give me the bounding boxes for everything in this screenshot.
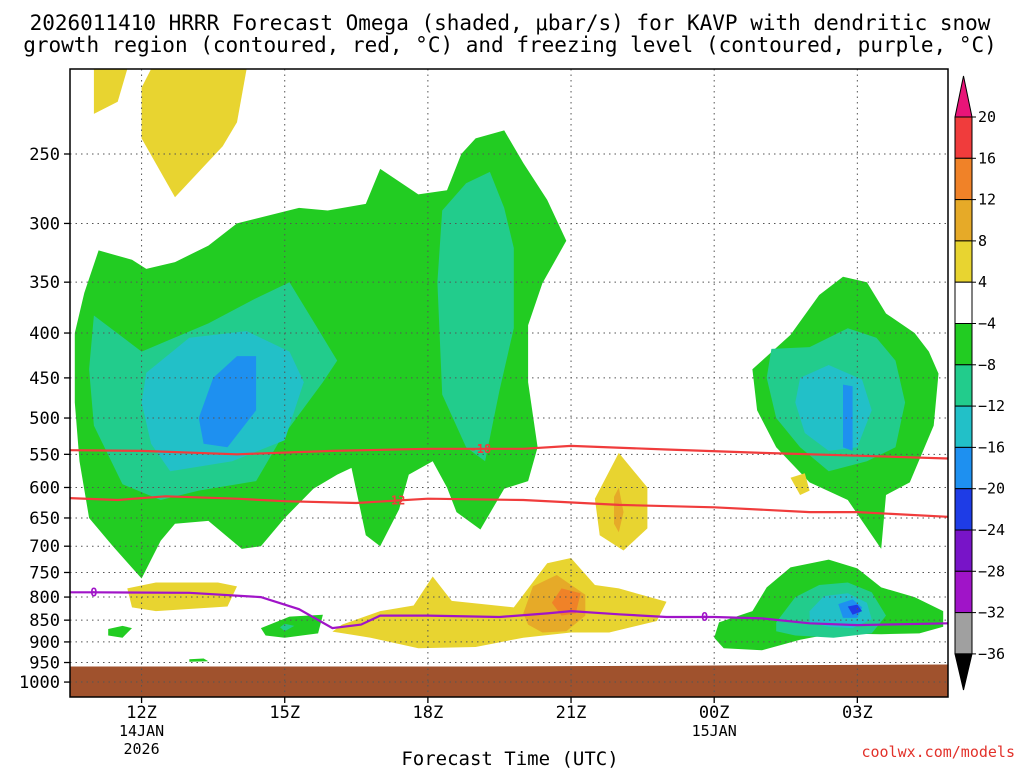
chart-title-line-2: growth region (contoured, red, °C) and f…: [23, 33, 997, 57]
colorbar-label-2: 12: [978, 191, 996, 209]
y-tick-label-400: 400: [29, 324, 60, 344]
omega-region-m20-16: [847, 604, 863, 615]
colorbar-label-11: −28: [978, 562, 1005, 580]
x-tick-label-15Z: 15Z: [269, 703, 300, 723]
colorbar-label-7: −12: [978, 397, 1005, 415]
omega-region-p12-19: [551, 588, 581, 616]
omega-region-m16-10: [843, 384, 853, 451]
y-tick-label-300: 300: [29, 214, 60, 234]
colorbar-swatch-6: [954, 364, 973, 407]
omega-region-p4-11: [790, 473, 810, 495]
colorbar-label-0: 20: [978, 108, 996, 126]
x-tick-label-12Z: 12Z: [126, 703, 157, 723]
y-tick-label-350: 350: [29, 273, 60, 293]
omega-region-m4-26: [189, 658, 209, 662]
omega-region-m16-5: [198, 356, 257, 448]
omega-region-m4-25: [108, 625, 132, 638]
contour-line-0: [70, 591, 948, 630]
plot-frame: [69, 68, 949, 698]
y-tick-label-750: 750: [29, 563, 60, 583]
colorbar-swatch-3: [954, 240, 973, 283]
chart-title-line-1: 2026011410 HRRR Forecast Omega (shaded, …: [30, 11, 991, 35]
colorbar-label-5: −4: [978, 315, 996, 333]
colorbar-swatch-7: [954, 405, 973, 448]
colorbar-label-3: 8: [978, 232, 987, 250]
y-tick-label-800: 800: [29, 588, 60, 608]
contour-line--12: [70, 495, 948, 518]
y-tick-label-550: 550: [29, 445, 60, 465]
omega-region-p4-20: [127, 582, 237, 612]
credit-text: coolwx.com/models: [861, 743, 1015, 761]
x-date-label-15JAN: 15JAN: [692, 722, 737, 740]
colorbar-swatch-5: [954, 323, 973, 366]
colorbar-swatch-11: [954, 570, 973, 614]
colorbar-label-10: −24: [978, 521, 1005, 539]
contour-label-0: 0: [90, 585, 97, 599]
y-tick-label-900: 900: [29, 633, 60, 653]
contour-label--18: -18: [470, 442, 492, 456]
contour-label--12: -12: [384, 494, 406, 508]
omega-region-p4-1: [141, 69, 247, 198]
contour-line--18: [70, 444, 948, 460]
colorbar-swatch-9: [954, 488, 973, 531]
x-tick-label-00Z: 00Z: [699, 703, 730, 723]
y-axis: 2503003504004505005506006507007508008509…: [19, 145, 70, 693]
x-date-label-14JAN: 14JAN: [119, 722, 164, 740]
x-tick-label-21Z: 21Z: [556, 703, 587, 723]
plot-content: -18 -12 0 0: [70, 69, 948, 697]
contour-label-0: 0: [701, 610, 708, 624]
omega-region-p8-22: [614, 487, 624, 533]
colorbar-swatch-2: [954, 199, 973, 242]
colorbar-label-9: −20: [978, 480, 1005, 498]
omega-region-m8-6: [437, 171, 514, 462]
y-tick-label-850: 850: [29, 611, 60, 631]
colorbar-bottom-arrow: [954, 653, 973, 691]
colorbar-label-8: −16: [978, 438, 1005, 456]
omega-region-m8-24: [280, 623, 295, 632]
y-tick-label-250: 250: [29, 145, 60, 165]
colorbar-swatch-1: [954, 157, 973, 201]
x-date-label-2026: 2026: [124, 740, 160, 758]
y-tick-label-700: 700: [29, 537, 60, 557]
colorbar-label-4: 4: [978, 273, 987, 291]
colorbar-swatch-10: [954, 529, 973, 572]
colorbar-swatch-4: [954, 281, 973, 325]
colorbar-label-6: −8: [978, 356, 996, 374]
colorbar-label-13: −36: [978, 645, 1005, 663]
colorbar-swatch-12: [954, 612, 973, 655]
x-axis-label: Forecast Time (UTC): [401, 748, 618, 768]
y-tick-label-450: 450: [29, 369, 60, 389]
omega-region-p4-0: [93, 69, 128, 114]
y-tick-label-1000: 1000: [19, 673, 60, 693]
plot-area: -18 -12 0 0: [69, 68, 949, 698]
colorbar-swatch-0: [954, 116, 973, 159]
y-tick-label-600: 600: [29, 478, 60, 498]
colorbar-label-1: 16: [978, 149, 996, 167]
x-tick-label-18Z: 18Z: [413, 703, 444, 723]
y-tick-label-650: 650: [29, 509, 60, 529]
y-tick-label-950: 950: [29, 654, 60, 674]
colorbar-label-12: −32: [978, 604, 1005, 622]
colorbar: 20 16 12 8 4 −4 −8 −12 −16 −20 −24 −28 −32 −36: [954, 75, 1005, 691]
terrain-surface: [70, 664, 948, 697]
y-tick-label-500: 500: [29, 409, 60, 429]
x-tick-label-03Z: 03Z: [842, 703, 873, 723]
omega-region-p4-17: [332, 558, 667, 649]
colorbar-swatch-8: [954, 446, 973, 490]
